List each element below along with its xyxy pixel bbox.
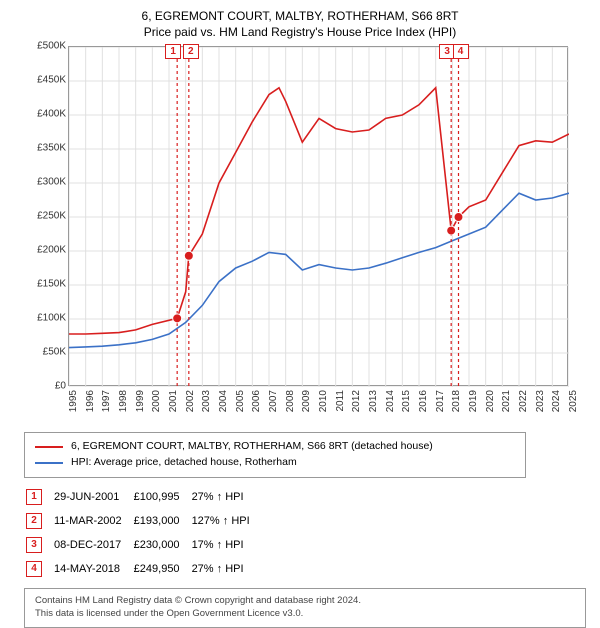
- sale-index-box: 1: [26, 489, 42, 505]
- sale-delta: 27% HPI: [192, 486, 260, 508]
- sale-row: 2 11-MAR-2002£193,000127% HPI: [26, 510, 260, 532]
- sale-row: 3 08-DEC-2017£230,00017% HPI: [26, 534, 260, 556]
- y-axis-label: £300K: [22, 177, 66, 188]
- sale-delta: 27% HPI: [192, 558, 260, 580]
- arrow-up-icon: [223, 515, 229, 527]
- sale-row: 4 14-MAY-2018£249,95027% HPI: [26, 558, 260, 580]
- legend-label-property: 6, EGREMONT COURT, MALTBY, ROTHERHAM, S6…: [71, 439, 433, 455]
- plot-area: [68, 46, 568, 386]
- sales-table: 129-JUN-2001£100,99527% HPI211-MAR-2002£…: [24, 484, 262, 582]
- sale-date: 29-JUN-2001: [54, 486, 132, 508]
- sale-index-box: 3: [26, 537, 42, 553]
- chart-title-line1: 6, EGREMONT COURT, MALTBY, ROTHERHAM, S6…: [0, 8, 600, 24]
- sale-row: 1 29-JUN-2001£100,99527% HPI: [26, 486, 260, 508]
- chart-title-line2: Price paid vs. HM Land Registry's House …: [0, 24, 600, 40]
- y-axis-label: £450K: [22, 75, 66, 86]
- sale-delta: 127% HPI: [192, 510, 260, 532]
- x-axis-label: 2025: [568, 390, 600, 412]
- legend-label-hpi: HPI: Average price, detached house, Roth…: [71, 455, 297, 471]
- legend-swatch-hpi: [35, 462, 63, 464]
- license-line1: Contains HM Land Registry data © Crown c…: [35, 595, 575, 608]
- sale-delta: 17% HPI: [192, 534, 260, 556]
- y-axis-label: £150K: [22, 279, 66, 290]
- sale-price: £249,950: [134, 558, 190, 580]
- legend-swatch-property: [35, 446, 63, 448]
- y-axis-label: £200K: [22, 245, 66, 256]
- sale-marker-1: 1: [165, 44, 181, 59]
- legend-row-hpi: HPI: Average price, detached house, Roth…: [35, 455, 515, 471]
- y-axis-label: £50K: [22, 347, 66, 358]
- license-box: Contains HM Land Registry data © Crown c…: [24, 588, 586, 628]
- y-axis-label: £0: [22, 381, 66, 392]
- y-axis-label: £500K: [22, 41, 66, 52]
- sale-marker-4: 4: [453, 44, 469, 59]
- license-line2: This data is licensed under the Open Gov…: [35, 608, 575, 621]
- sale-date: 08-DEC-2017: [54, 534, 132, 556]
- arrow-up-icon: [217, 539, 223, 551]
- sale-price: £230,000: [134, 534, 190, 556]
- sale-index-box: 2: [26, 513, 42, 529]
- arrow-up-icon: [217, 491, 223, 503]
- chart-canvas: [69, 47, 569, 387]
- y-axis-label: £400K: [22, 109, 66, 120]
- legend-row-property: 6, EGREMONT COURT, MALTBY, ROTHERHAM, S6…: [35, 439, 515, 455]
- sale-index-box: 4: [26, 561, 42, 577]
- arrow-up-icon: [217, 563, 223, 575]
- sale-date: 14-MAY-2018: [54, 558, 132, 580]
- sale-price: £193,000: [134, 510, 190, 532]
- sale-date: 11-MAR-2002: [54, 510, 132, 532]
- y-axis-label: £100K: [22, 313, 66, 324]
- legend: 6, EGREMONT COURT, MALTBY, ROTHERHAM, S6…: [24, 432, 526, 478]
- sale-price: £100,995: [134, 486, 190, 508]
- sale-marker-2: 2: [183, 44, 199, 59]
- y-axis-label: £250K: [22, 211, 66, 222]
- price-chart: £0 £50K £100K £150K £200K £250K £300K £350K £400…: [20, 46, 580, 426]
- y-axis-label: £350K: [22, 143, 66, 154]
